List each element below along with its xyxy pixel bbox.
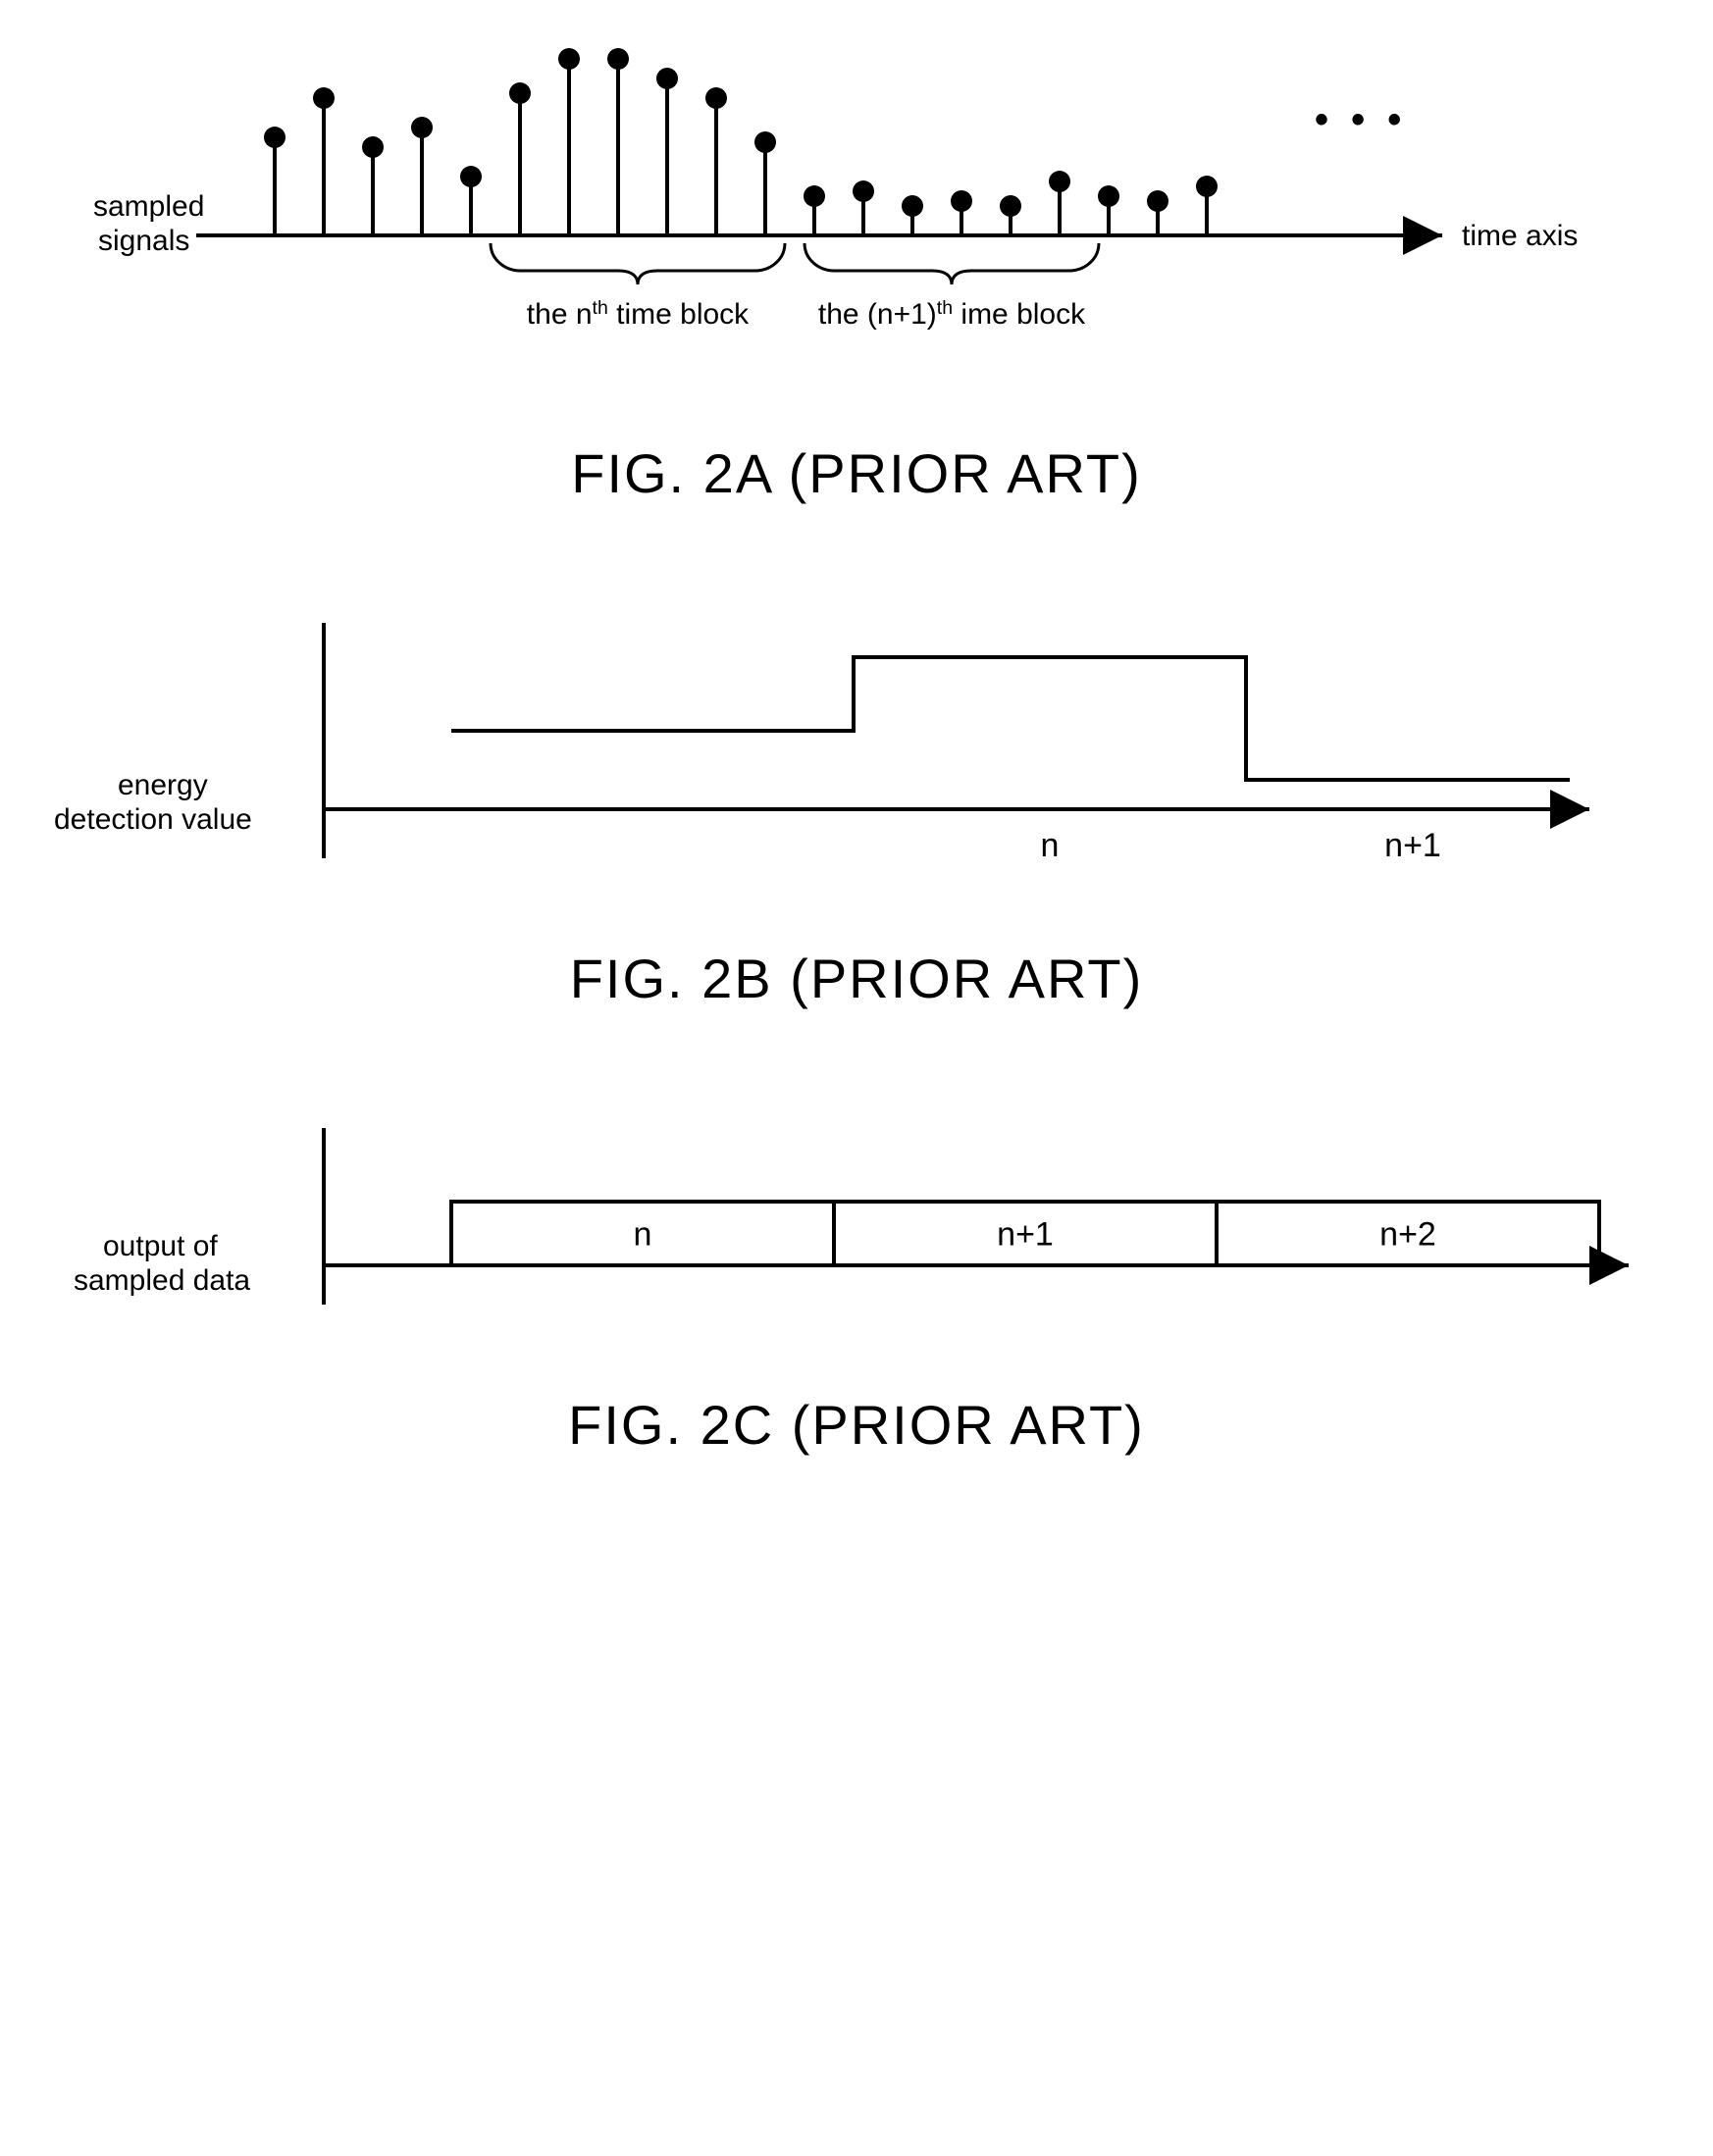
caption-2c: FIG. 2C (PRIOR ART)	[39, 1393, 1674, 1457]
svg-text:energy: energy	[118, 769, 208, 801]
svg-text:time axis: time axis	[1462, 220, 1578, 252]
caption-2b: FIG. 2B (PRIOR ART)	[39, 947, 1674, 1010]
svg-text:detection value: detection value	[54, 803, 252, 836]
svg-text:n: n	[634, 1216, 652, 1254]
svg-text:n+1: n+1	[997, 1216, 1054, 1254]
svg-text:n+1: n+1	[1384, 827, 1441, 864]
svg-text:the (n+1)th ime block: the (n+1)th ime block	[818, 297, 1086, 331]
svg-text:sampled: sampled	[93, 190, 204, 223]
figure-2a: • • • sampledsignals time axis the nth time…	[39, 39, 1674, 392]
figure-2c: n n+1 n+2 output ofsampled data	[39, 1108, 1674, 1344]
svg-text:output of: output of	[103, 1230, 218, 1262]
svg-text:n: n	[1041, 827, 1060, 864]
svg-text:n+2: n+2	[1379, 1216, 1436, 1254]
svg-text:signals: signals	[98, 225, 189, 257]
svg-text:sampled data: sampled data	[74, 1264, 250, 1297]
caption-2a: FIG. 2A (PRIOR ART)	[39, 441, 1674, 505]
figure-2b: energydetection value n n+1	[39, 603, 1674, 898]
svg-text:• • •: • • •	[1315, 98, 1407, 141]
svg-text:the nth time block: the nth time block	[527, 297, 750, 331]
